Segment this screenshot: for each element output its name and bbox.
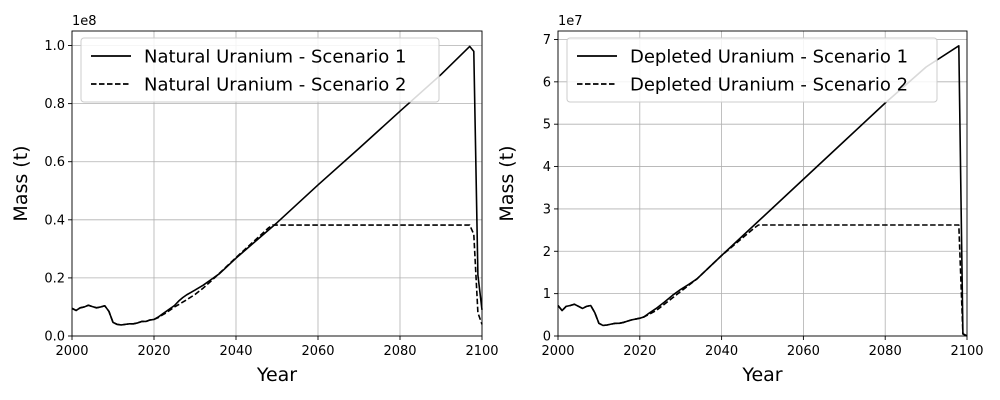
- legend-label: Depleted Uranium - Scenario 1: [630, 47, 908, 68]
- axis-offset-label: 1e8: [72, 14, 97, 29]
- y-axis-label: Mass (t): [10, 145, 32, 221]
- x-axis-label: Year: [256, 364, 297, 386]
- y-tick-label: 1: [543, 287, 551, 302]
- x-tick-label: 2060: [301, 344, 334, 359]
- series-line-1: [557, 45, 968, 337]
- y-tick-label: 0.8: [44, 97, 65, 112]
- x-tick-label: 2100: [950, 344, 983, 359]
- y-tick-label: 0.4: [44, 213, 65, 228]
- y-tick-label: 0.6: [44, 155, 65, 170]
- x-tick-label: 2040: [219, 344, 252, 359]
- y-tick-label: 3: [543, 202, 551, 217]
- y-tick-label: 7: [543, 33, 551, 48]
- legend: Natural Uranium - Scenario 1 Natural Uran…: [80, 37, 440, 103]
- series-line-2: [557, 224, 968, 337]
- series-line-2: [71, 224, 483, 326]
- axis-offset-label: 1e7: [558, 14, 583, 29]
- plot-frame: [71, 30, 483, 337]
- y-tick-label: 4: [543, 160, 551, 175]
- y-axis-label: Mass (t): [496, 145, 518, 221]
- x-tick-label: 2020: [137, 344, 170, 359]
- x-tick-label: 2000: [541, 344, 574, 359]
- y-tick-label: 0.0: [44, 330, 65, 345]
- y-tick-label: 0: [543, 330, 551, 345]
- x-tick-label: 2080: [383, 344, 416, 359]
- depleted-uranium-chart: 2000 2020 2040 2060 2080 2100 0 1 2 3 4 5 6 7 1e7 Year M…: [496, 14, 984, 386]
- plot-frame: [557, 30, 968, 337]
- natural-uranium-chart: 2000 2020 2040 2060 2080 2100 0.0 0.2 0.4 0.6 0.8 1…: [10, 14, 499, 386]
- series-line-1: [71, 45, 483, 326]
- legend-box: [566, 37, 938, 103]
- x-tick-label: 2100: [465, 344, 498, 359]
- legend-label: Natural Uranium - Scenario 2: [144, 75, 406, 96]
- legend-box: [80, 37, 440, 103]
- legend-label: Depleted Uranium - Scenario 2: [630, 75, 908, 96]
- x-tick-label: 2000: [55, 344, 88, 359]
- x-tick-label: 2060: [787, 344, 820, 359]
- y-tick-label: 6: [543, 75, 551, 90]
- x-tick-label: 2040: [705, 344, 738, 359]
- legend-label: Natural Uranium - Scenario 1: [144, 47, 406, 68]
- legend: Depleted Uranium - Scenario 1 Depleted Ur…: [566, 37, 938, 103]
- y-tick-label: 1.0: [44, 39, 65, 54]
- y-tick-label: 2: [543, 245, 551, 260]
- y-tick-label: 0.2: [44, 271, 65, 286]
- x-tick-label: 2080: [869, 344, 902, 359]
- x-tick-label: 2020: [623, 344, 656, 359]
- y-tick-label: 5: [543, 118, 551, 133]
- x-axis-label: Year: [741, 364, 782, 386]
